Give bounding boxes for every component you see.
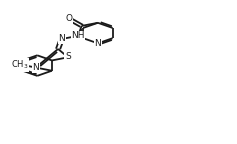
Text: N: N bbox=[32, 63, 39, 72]
Text: O: O bbox=[66, 14, 73, 23]
Text: NH: NH bbox=[71, 31, 85, 40]
Text: CH$_3$: CH$_3$ bbox=[11, 59, 28, 71]
Text: N: N bbox=[95, 39, 101, 48]
Text: S: S bbox=[65, 52, 71, 61]
Text: N: N bbox=[58, 34, 65, 43]
